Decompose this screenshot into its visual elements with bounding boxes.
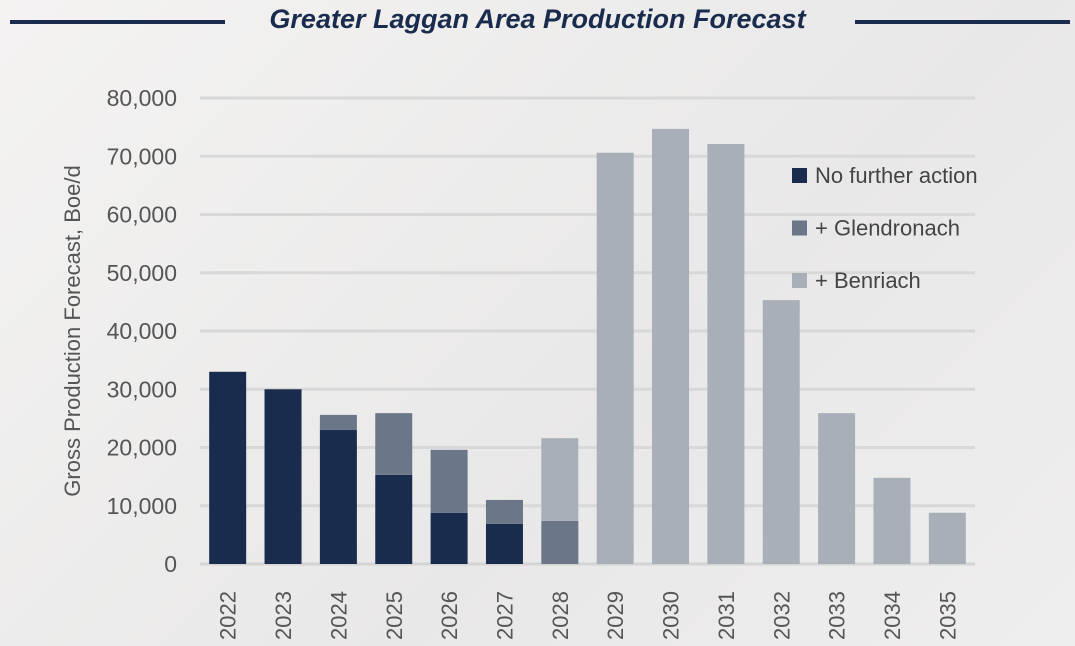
x-tick-label: 2030 bbox=[659, 591, 684, 640]
x-tick-label: 2033 bbox=[825, 591, 850, 640]
x-tick-label: 2027 bbox=[492, 591, 517, 640]
bar-glendronach-2026 bbox=[430, 449, 468, 513]
bar-glendronach-2024 bbox=[319, 414, 357, 431]
y-tick-label: 50,000 bbox=[107, 260, 177, 286]
x-tick-label: 2028 bbox=[548, 591, 573, 640]
legend-swatch bbox=[792, 168, 807, 183]
bar-no-further-action-2026 bbox=[430, 512, 468, 564]
bar-benriach-2032 bbox=[762, 300, 800, 564]
x-tick-label: 2026 bbox=[437, 591, 462, 640]
x-tick-label: 2029 bbox=[603, 591, 628, 640]
title-rule-right bbox=[855, 20, 1070, 24]
bar-benriach-2033 bbox=[818, 413, 856, 564]
bar-benriach-2030 bbox=[652, 128, 690, 564]
legend-label: No further action bbox=[815, 163, 978, 188]
x-tick-label: 2035 bbox=[935, 591, 960, 640]
bar-no-further-action-2025 bbox=[375, 474, 413, 564]
x-tick-label: 2024 bbox=[326, 591, 351, 640]
y-tick-label: 40,000 bbox=[107, 318, 177, 344]
y-tick-label: 0 bbox=[164, 551, 177, 577]
x-tick-label: 2023 bbox=[271, 591, 296, 640]
bar-no-further-action-2023 bbox=[264, 389, 302, 564]
bar-no-further-action-2027 bbox=[485, 523, 523, 564]
title-rule-left bbox=[10, 20, 225, 24]
bar-glendronach-2028 bbox=[541, 520, 579, 564]
y-tick-label: 20,000 bbox=[107, 435, 177, 461]
y-tick-label: 70,000 bbox=[107, 143, 177, 169]
y-tick-label: 60,000 bbox=[107, 202, 177, 228]
bar-benriach-2034 bbox=[873, 477, 911, 564]
x-tick-label: 2022 bbox=[216, 591, 241, 640]
x-tick-label: 2031 bbox=[714, 591, 739, 640]
y-tick-label: 80,000 bbox=[107, 85, 177, 111]
bar-benriach-2028 bbox=[541, 438, 579, 521]
bar-benriach-2031 bbox=[707, 144, 745, 564]
bar-glendronach-2025 bbox=[375, 413, 413, 475]
legend-label: + Benriach bbox=[815, 268, 921, 293]
y-tick-label: 30,000 bbox=[107, 376, 177, 402]
chart-title: Greater Laggan Area Production Forecast bbox=[269, 4, 806, 34]
y-axis-label: Gross Production Forecast, Boe/d bbox=[60, 165, 85, 496]
bar-benriach-2029 bbox=[596, 152, 634, 564]
legend-label: + Glendronach bbox=[815, 216, 960, 241]
bar-no-further-action-2022 bbox=[209, 371, 247, 564]
legend-swatch bbox=[792, 273, 807, 288]
legend-swatch bbox=[792, 220, 807, 236]
y-tick-label: 10,000 bbox=[107, 493, 177, 519]
x-tick-label: 2032 bbox=[769, 591, 794, 640]
x-tick-label: 2025 bbox=[382, 591, 407, 640]
bar-glendronach-2027 bbox=[485, 499, 523, 524]
bar-benriach-2035 bbox=[928, 512, 966, 564]
x-tick-label: 2034 bbox=[880, 591, 905, 640]
bar-no-further-action-2024 bbox=[319, 430, 357, 564]
